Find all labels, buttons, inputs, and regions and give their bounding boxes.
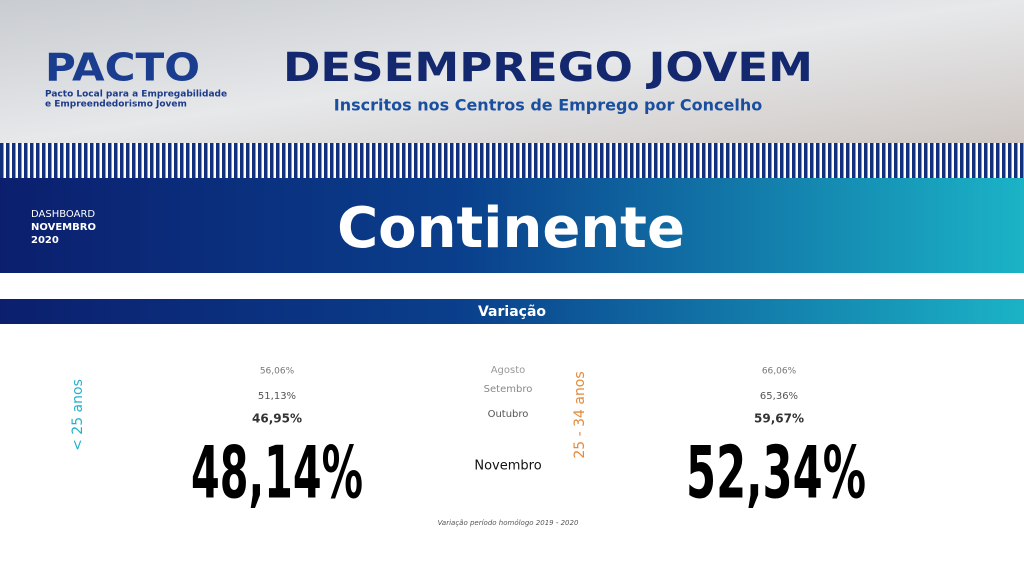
region: Continente bbox=[337, 196, 685, 261]
stripes bbox=[0, 143, 1024, 179]
section-title: Variação bbox=[478, 304, 546, 320]
year: 2020 bbox=[31, 235, 59, 246]
subtitle: Inscritos nos Centros de Emprego por Con… bbox=[334, 96, 762, 115]
previous-value: 59,67% bbox=[754, 412, 804, 426]
previous-value: 65,36% bbox=[760, 391, 798, 402]
current-value: 52,34% bbox=[686, 431, 866, 515]
header-photo bbox=[0, 0, 1024, 143]
month-label: Outubro bbox=[488, 409, 529, 420]
previous-value: 51,13% bbox=[258, 391, 296, 402]
section-band bbox=[0, 299, 1024, 324]
footnote: Variação período homólogo 2019 - 2020 bbox=[438, 519, 579, 527]
title: DESEMPREGO JOVEM bbox=[283, 45, 813, 91]
logo-line: e Empreendedorismo Jovem bbox=[45, 100, 187, 110]
month: NOVEMBRO bbox=[31, 222, 96, 233]
month-label: Agosto bbox=[491, 365, 526, 376]
region-band bbox=[0, 178, 1024, 273]
month-label: Novembro bbox=[474, 459, 541, 474]
previous-value: 56,06% bbox=[260, 367, 295, 377]
logo: PACTO bbox=[45, 46, 200, 90]
current-value: 48,14% bbox=[191, 431, 363, 515]
group-label: < 25 anos bbox=[70, 379, 86, 451]
logo-line: Pacto Local para a Empregabilidade bbox=[45, 90, 227, 100]
month-label: Setembro bbox=[484, 384, 533, 395]
dashboard-label: DASHBOARD bbox=[31, 209, 95, 220]
group-label: 25 - 34 anos bbox=[572, 371, 588, 458]
previous-value: 66,06% bbox=[762, 367, 797, 377]
previous-value: 46,95% bbox=[252, 412, 302, 426]
